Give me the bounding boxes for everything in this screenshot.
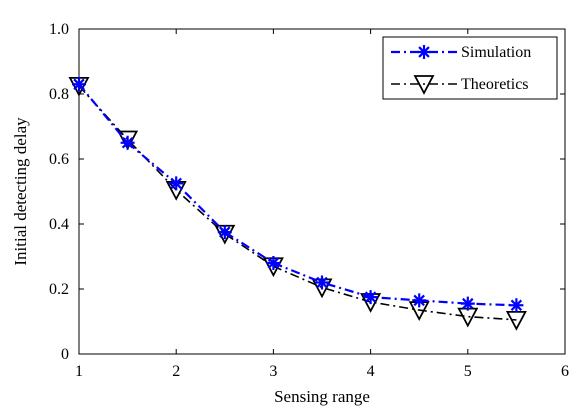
data-point-simulation (72, 77, 86, 92)
legend: Simulation Theoretics (382, 36, 558, 100)
series-line-theoretics (78, 85, 517, 321)
x-tick-label: 1 (75, 363, 83, 380)
y-tick-label: 0.6 (49, 151, 69, 168)
y-tick-label: 1.0 (49, 21, 69, 38)
x-tick-label: 4 (367, 363, 375, 380)
y-tick-label: 0 (61, 346, 69, 363)
data-point-simulation (509, 298, 524, 313)
data-point-simulation (412, 293, 427, 308)
data-point-simulation (169, 176, 184, 191)
x-tick-label: 3 (269, 363, 277, 380)
data-point-simulation (120, 135, 135, 150)
x-tick-label: 5 (464, 363, 472, 380)
x-tick-label: 6 (561, 363, 569, 380)
x-tick-label: 2 (172, 363, 180, 380)
data-point-simulation (363, 290, 378, 305)
data-point-simulation (460, 296, 475, 311)
y-tick-label: 0.4 (49, 216, 69, 233)
legend-label-simulation: Simulation (461, 44, 531, 61)
x-axis-label: Sensing range (274, 387, 370, 406)
legend-label-theoretics: Theoretics (461, 76, 529, 93)
data-point-simulation (266, 256, 281, 270)
data-point-theoretics (117, 130, 139, 151)
y-axis-label: Initial detecting delay (11, 117, 30, 266)
y-tick-label: 0.2 (49, 281, 69, 298)
legend-marker-simulation (417, 45, 431, 59)
legend-marker-theoretics (413, 75, 435, 95)
series-group (68, 76, 527, 331)
y-tick-label: 0.8 (49, 86, 69, 103)
data-point-simulation (315, 275, 329, 290)
data-point-simulation (217, 225, 232, 240)
axis-ticks: 1 2 3 4 5 6 0 0.2 0.4 0.6 0.8 1.0 (49, 21, 569, 380)
legend-box (382, 36, 558, 100)
series-line-simulation (78, 83, 517, 307)
